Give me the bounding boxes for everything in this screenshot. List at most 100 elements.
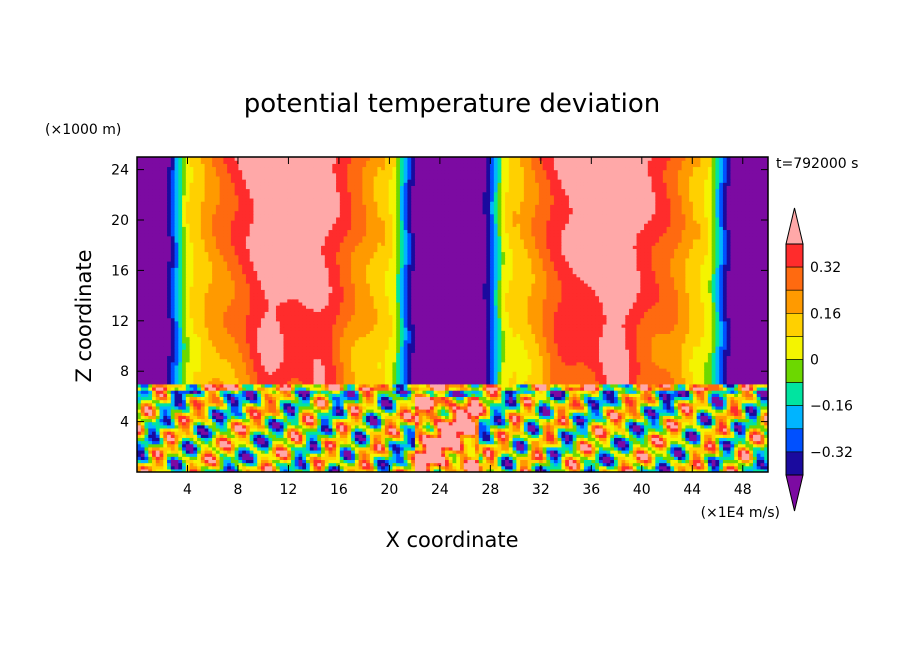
field-cell bbox=[351, 456, 356, 460]
field-cell bbox=[283, 468, 288, 472]
field-cell bbox=[644, 453, 649, 457]
field-cell bbox=[677, 456, 683, 460]
field-cell bbox=[655, 465, 660, 470]
field-cell bbox=[170, 449, 176, 454]
field-cell bbox=[595, 465, 600, 470]
time-label: t=792000 s bbox=[776, 156, 858, 172]
field-cell bbox=[418, 465, 424, 470]
field-cell bbox=[734, 468, 739, 472]
field-cell bbox=[399, 456, 405, 460]
field-cell bbox=[497, 462, 502, 467]
field-cell bbox=[696, 465, 701, 470]
field-cell bbox=[185, 459, 191, 464]
field-cell bbox=[137, 453, 142, 457]
field-cell bbox=[598, 462, 604, 467]
field-cell bbox=[456, 459, 461, 464]
field-cell bbox=[493, 459, 499, 464]
field-cell bbox=[144, 465, 149, 470]
field-cell bbox=[279, 462, 285, 467]
field-cell bbox=[388, 459, 394, 464]
field-cell bbox=[674, 462, 679, 467]
field-cell bbox=[625, 462, 630, 467]
field-cell bbox=[493, 465, 499, 470]
field-cell bbox=[426, 449, 431, 454]
field-cell bbox=[381, 459, 386, 464]
field-cell bbox=[324, 468, 330, 472]
field-cell bbox=[366, 465, 371, 470]
field-cell bbox=[614, 468, 619, 472]
field-cell bbox=[531, 459, 536, 464]
field-cell bbox=[546, 462, 551, 467]
field-cell bbox=[223, 462, 228, 467]
field-cell bbox=[463, 456, 469, 460]
field-cell bbox=[647, 459, 653, 464]
field-cell bbox=[659, 453, 664, 457]
field-cell bbox=[373, 468, 378, 472]
field-cell bbox=[557, 462, 563, 467]
field-cell bbox=[219, 453, 224, 457]
field-cell bbox=[411, 453, 416, 457]
field-cell bbox=[298, 453, 303, 457]
field-cell bbox=[257, 459, 262, 464]
field-cell bbox=[260, 462, 266, 467]
field-cell bbox=[463, 459, 469, 464]
field-cell bbox=[745, 456, 750, 460]
field-cell bbox=[313, 459, 318, 464]
field-cell bbox=[760, 465, 765, 470]
field-cell bbox=[392, 465, 397, 470]
field-cell bbox=[358, 468, 363, 472]
field-cell bbox=[351, 465, 356, 470]
field-cell bbox=[576, 456, 581, 460]
field-cell bbox=[223, 456, 228, 460]
field-cell bbox=[644, 459, 649, 464]
field-cell bbox=[527, 453, 532, 457]
field-cell bbox=[189, 449, 194, 454]
field-cell bbox=[351, 462, 356, 467]
field-cell bbox=[520, 456, 525, 460]
field-cell bbox=[260, 456, 266, 460]
field-cell bbox=[155, 456, 161, 460]
field-cell bbox=[617, 456, 623, 460]
field-cell bbox=[520, 465, 525, 470]
field-cell bbox=[354, 465, 360, 470]
field-cell bbox=[561, 468, 566, 472]
field-cell bbox=[148, 456, 153, 460]
field-cell bbox=[561, 465, 566, 470]
field-cell bbox=[696, 459, 701, 464]
field-cell bbox=[170, 462, 176, 467]
field-cell bbox=[429, 459, 435, 464]
field-cell bbox=[715, 462, 720, 467]
field-cell bbox=[531, 456, 536, 460]
field-cell bbox=[377, 449, 382, 454]
field-cell bbox=[388, 465, 394, 470]
field-cell bbox=[287, 465, 292, 470]
field-cell bbox=[155, 465, 161, 470]
field-cell bbox=[685, 456, 690, 460]
field-cell bbox=[268, 465, 273, 470]
field-cell bbox=[542, 459, 547, 464]
field-cell bbox=[546, 468, 551, 472]
field-cell bbox=[737, 468, 743, 472]
field-cell bbox=[313, 462, 318, 467]
field-cell bbox=[636, 462, 641, 467]
field-cell bbox=[659, 468, 664, 472]
field-cell bbox=[741, 456, 747, 460]
field-cell bbox=[501, 468, 506, 472]
field-cell bbox=[185, 465, 191, 470]
field-cell bbox=[482, 449, 487, 454]
field-cell bbox=[369, 459, 375, 464]
field-cell bbox=[381, 468, 386, 472]
field-cell bbox=[741, 462, 747, 467]
field-cell bbox=[752, 456, 758, 460]
field-cell bbox=[321, 462, 326, 467]
field-cell bbox=[249, 453, 255, 457]
field-cell bbox=[343, 456, 348, 460]
field-cell bbox=[531, 465, 536, 470]
field-cell bbox=[538, 456, 544, 460]
field-cell bbox=[512, 462, 517, 467]
field-cell bbox=[373, 459, 378, 464]
field-cell bbox=[662, 462, 668, 467]
field-cell bbox=[396, 453, 401, 457]
field-cell bbox=[294, 459, 300, 464]
